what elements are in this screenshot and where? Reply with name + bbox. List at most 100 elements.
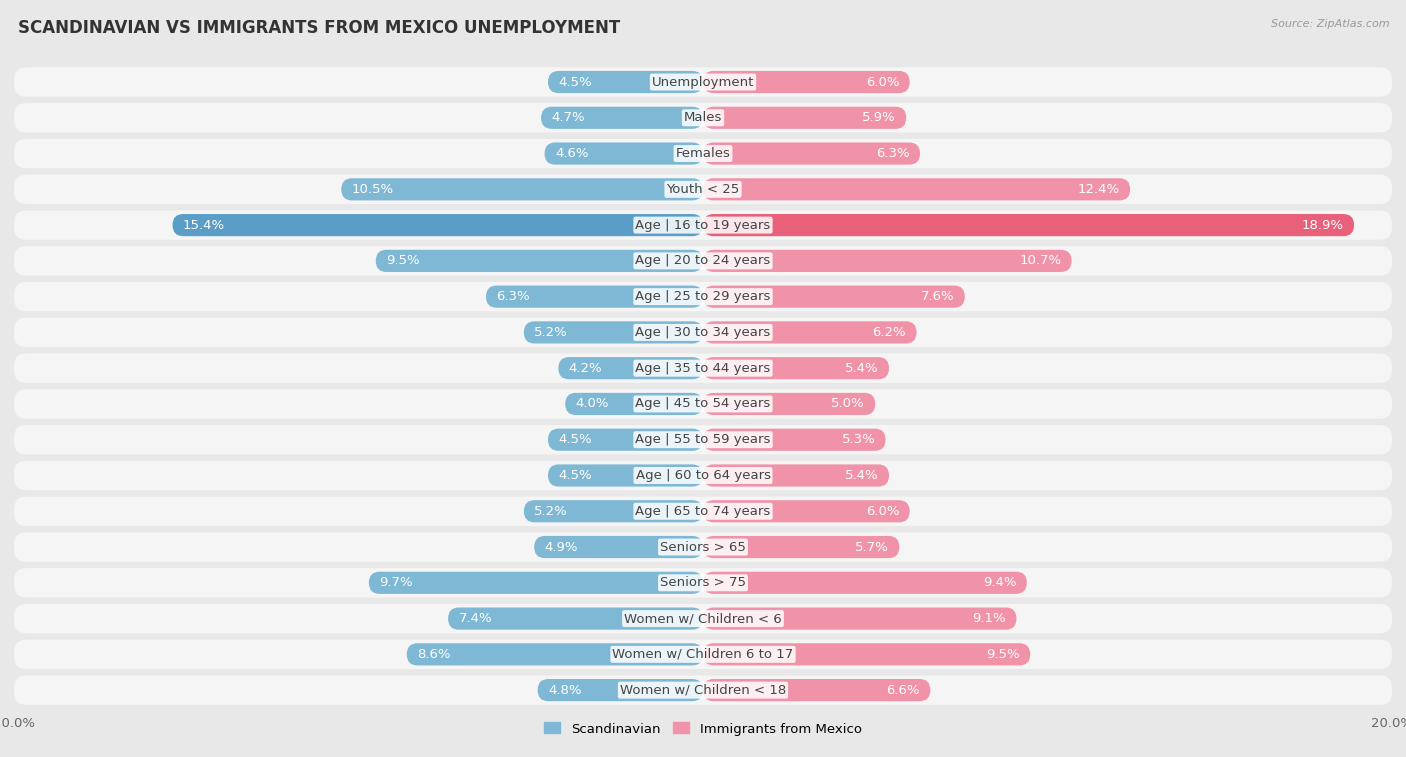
Text: Seniors > 75: Seniors > 75 xyxy=(659,576,747,589)
FancyBboxPatch shape xyxy=(703,500,910,522)
Text: 4.8%: 4.8% xyxy=(548,684,582,696)
Text: SCANDINAVIAN VS IMMIGRANTS FROM MEXICO UNEMPLOYMENT: SCANDINAVIAN VS IMMIGRANTS FROM MEXICO U… xyxy=(18,19,620,37)
FancyBboxPatch shape xyxy=(524,500,703,522)
FancyBboxPatch shape xyxy=(541,107,703,129)
Text: 7.4%: 7.4% xyxy=(458,612,492,625)
Text: Age | 60 to 64 years: Age | 60 to 64 years xyxy=(636,469,770,482)
Text: 6.6%: 6.6% xyxy=(887,684,920,696)
Text: 10.5%: 10.5% xyxy=(352,183,394,196)
FancyBboxPatch shape xyxy=(703,178,1130,201)
FancyBboxPatch shape xyxy=(14,210,1392,240)
FancyBboxPatch shape xyxy=(14,139,1392,168)
Text: 18.9%: 18.9% xyxy=(1302,219,1344,232)
Text: 9.5%: 9.5% xyxy=(387,254,420,267)
FancyBboxPatch shape xyxy=(544,142,703,165)
Text: Unemployment: Unemployment xyxy=(652,76,754,89)
FancyBboxPatch shape xyxy=(534,536,703,558)
FancyBboxPatch shape xyxy=(14,532,1392,562)
FancyBboxPatch shape xyxy=(703,679,931,701)
Text: Source: ZipAtlas.com: Source: ZipAtlas.com xyxy=(1271,19,1389,29)
Text: 10.7%: 10.7% xyxy=(1019,254,1062,267)
Text: Age | 16 to 19 years: Age | 16 to 19 years xyxy=(636,219,770,232)
Text: 4.6%: 4.6% xyxy=(555,147,588,160)
Text: Seniors > 65: Seniors > 65 xyxy=(659,540,747,553)
Text: 12.4%: 12.4% xyxy=(1077,183,1119,196)
FancyBboxPatch shape xyxy=(14,175,1392,204)
FancyBboxPatch shape xyxy=(14,103,1392,132)
FancyBboxPatch shape xyxy=(703,536,900,558)
Text: 4.2%: 4.2% xyxy=(568,362,602,375)
FancyBboxPatch shape xyxy=(14,604,1392,634)
FancyBboxPatch shape xyxy=(14,354,1392,383)
Text: 7.6%: 7.6% xyxy=(921,290,955,303)
Text: 9.7%: 9.7% xyxy=(380,576,413,589)
FancyBboxPatch shape xyxy=(14,461,1392,491)
Text: 5.4%: 5.4% xyxy=(845,362,879,375)
Text: 9.1%: 9.1% xyxy=(973,612,1007,625)
FancyBboxPatch shape xyxy=(565,393,703,415)
Text: Youth < 25: Youth < 25 xyxy=(666,183,740,196)
Text: Women w/ Children < 6: Women w/ Children < 6 xyxy=(624,612,782,625)
FancyBboxPatch shape xyxy=(14,67,1392,97)
Text: 4.5%: 4.5% xyxy=(558,76,592,89)
Text: Age | 30 to 34 years: Age | 30 to 34 years xyxy=(636,326,770,339)
Text: 6.3%: 6.3% xyxy=(876,147,910,160)
FancyBboxPatch shape xyxy=(703,357,889,379)
FancyBboxPatch shape xyxy=(173,214,703,236)
FancyBboxPatch shape xyxy=(703,285,965,308)
FancyBboxPatch shape xyxy=(548,71,703,93)
Text: 4.5%: 4.5% xyxy=(558,469,592,482)
FancyBboxPatch shape xyxy=(342,178,703,201)
FancyBboxPatch shape xyxy=(406,643,703,665)
Text: 4.0%: 4.0% xyxy=(575,397,609,410)
Text: 6.3%: 6.3% xyxy=(496,290,530,303)
Text: Women w/ Children < 18: Women w/ Children < 18 xyxy=(620,684,786,696)
Text: 15.4%: 15.4% xyxy=(183,219,225,232)
FancyBboxPatch shape xyxy=(703,250,1071,272)
FancyBboxPatch shape xyxy=(703,214,1354,236)
FancyBboxPatch shape xyxy=(558,357,703,379)
Text: Age | 55 to 59 years: Age | 55 to 59 years xyxy=(636,433,770,446)
FancyBboxPatch shape xyxy=(703,321,917,344)
Legend: Scandinavian, Immigrants from Mexico: Scandinavian, Immigrants from Mexico xyxy=(538,717,868,741)
FancyBboxPatch shape xyxy=(14,246,1392,276)
Text: Females: Females xyxy=(675,147,731,160)
FancyBboxPatch shape xyxy=(14,497,1392,526)
Text: Age | 45 to 54 years: Age | 45 to 54 years xyxy=(636,397,770,410)
Text: Males: Males xyxy=(683,111,723,124)
Text: 8.6%: 8.6% xyxy=(418,648,450,661)
FancyBboxPatch shape xyxy=(703,572,1026,594)
Text: 5.0%: 5.0% xyxy=(831,397,865,410)
Text: 5.9%: 5.9% xyxy=(862,111,896,124)
Text: 9.4%: 9.4% xyxy=(983,576,1017,589)
FancyBboxPatch shape xyxy=(449,607,703,630)
FancyBboxPatch shape xyxy=(14,282,1392,311)
Text: 4.9%: 4.9% xyxy=(544,540,578,553)
FancyBboxPatch shape xyxy=(703,71,910,93)
FancyBboxPatch shape xyxy=(703,643,1031,665)
Text: 5.2%: 5.2% xyxy=(534,326,568,339)
Text: 6.2%: 6.2% xyxy=(873,326,907,339)
FancyBboxPatch shape xyxy=(703,464,889,487)
FancyBboxPatch shape xyxy=(14,318,1392,347)
Text: Age | 65 to 74 years: Age | 65 to 74 years xyxy=(636,505,770,518)
Text: Age | 35 to 44 years: Age | 35 to 44 years xyxy=(636,362,770,375)
FancyBboxPatch shape xyxy=(548,428,703,451)
FancyBboxPatch shape xyxy=(14,425,1392,454)
Text: 4.5%: 4.5% xyxy=(558,433,592,446)
Text: 4.7%: 4.7% xyxy=(551,111,585,124)
FancyBboxPatch shape xyxy=(537,679,703,701)
FancyBboxPatch shape xyxy=(486,285,703,308)
FancyBboxPatch shape xyxy=(548,464,703,487)
Text: 5.7%: 5.7% xyxy=(855,540,889,553)
FancyBboxPatch shape xyxy=(375,250,703,272)
Text: 5.2%: 5.2% xyxy=(534,505,568,518)
FancyBboxPatch shape xyxy=(368,572,703,594)
FancyBboxPatch shape xyxy=(14,569,1392,597)
Text: 6.0%: 6.0% xyxy=(866,505,900,518)
Text: 6.0%: 6.0% xyxy=(866,76,900,89)
Text: 5.4%: 5.4% xyxy=(845,469,879,482)
FancyBboxPatch shape xyxy=(703,107,907,129)
Text: Age | 20 to 24 years: Age | 20 to 24 years xyxy=(636,254,770,267)
Text: 5.3%: 5.3% xyxy=(841,433,875,446)
